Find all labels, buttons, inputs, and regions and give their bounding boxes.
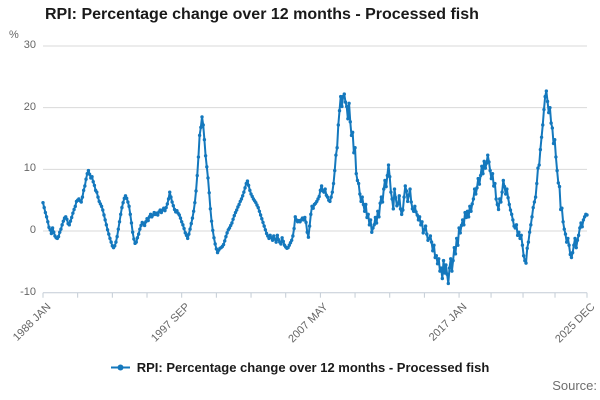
y-axis-unit-label: % <box>9 29 19 41</box>
legend: RPI: Percentage change over 12 months - … <box>0 360 600 375</box>
y-tick-label: 20 <box>23 100 36 113</box>
data-series-markers <box>41 89 589 286</box>
source-label: Source: <box>552 378 597 393</box>
legend-line-marker-icon <box>110 364 130 371</box>
chart-title: RPI: Percentage change over 12 months - … <box>45 6 479 23</box>
y-tick-label: 30 <box>23 39 36 51</box>
y-tick-label: 10 <box>23 162 36 175</box>
legend-label: RPI: Percentage change over 12 months - … <box>136 360 490 375</box>
y-tick-label: -10 <box>20 285 36 298</box>
y-tick-label: 0 <box>29 224 36 237</box>
